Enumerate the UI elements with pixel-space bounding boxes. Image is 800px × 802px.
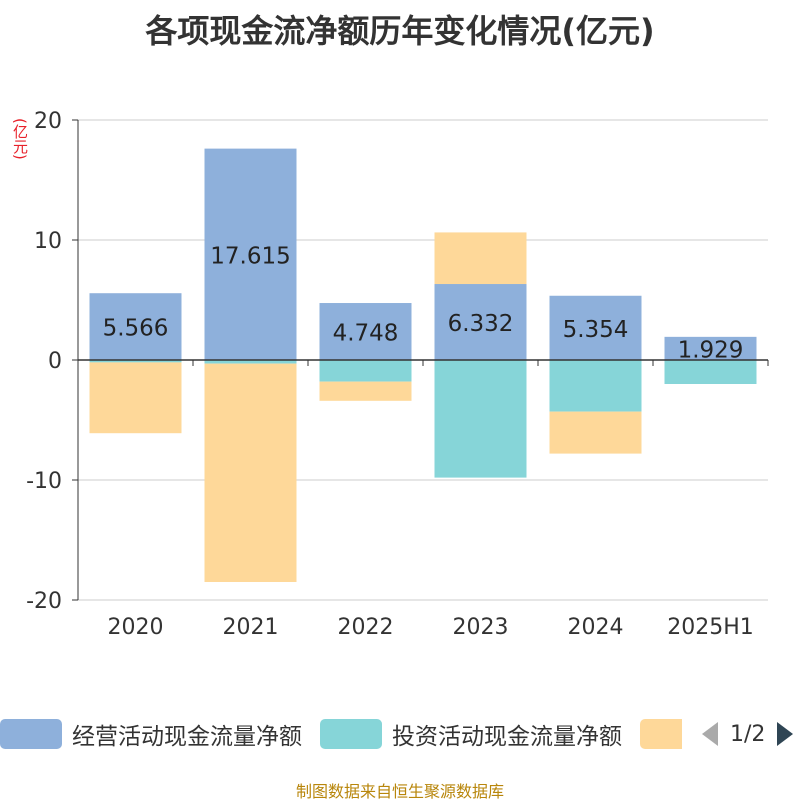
bar-0-2025H1 — [664, 336, 757, 360]
bar-2-2021 — [204, 363, 297, 582]
gridlines — [78, 119, 768, 601]
pager-prev-icon[interactable] — [700, 720, 720, 748]
legend-swatch-financing — [640, 719, 682, 749]
legend-swatch-operating — [0, 719, 62, 749]
bar-1-2021 — [204, 360, 297, 364]
data-labels: 5.566 17.615 4.748 6.332 5.354 1.929 — [103, 243, 744, 363]
x-tick-label-2024: 2024 — [568, 615, 624, 640]
legend-label-investing: 投资活动现金流量净额 — [392, 724, 622, 750]
pager-next-icon[interactable] — [775, 720, 795, 748]
y-tick-label--10: -10 — [26, 469, 62, 494]
legend-pager: 1/2 — [700, 714, 795, 754]
bar-0-2024 — [549, 295, 642, 360]
x-tick-label-2022: 2022 — [338, 615, 394, 640]
y-tick-label-20: 20 — [34, 109, 62, 134]
bar-0-2020 — [89, 293, 182, 360]
y-tick-label-10: 10 — [34, 229, 62, 254]
bars — [89, 148, 757, 582]
data-label-2025H1: 1.929 — [678, 337, 744, 363]
chart-title: 各项现金流净额历年变化情况(亿元) — [145, 12, 655, 50]
x-tick-label-2023: 2023 — [453, 615, 509, 640]
bar-2-2024 — [549, 411, 642, 454]
bar-1-2024 — [549, 360, 642, 412]
x-tick-label-2025H1: 2025H1 — [667, 615, 754, 640]
legend: 经营活动现金流量净额 投资活动现金流量净额 — [0, 714, 800, 754]
legend-swatch-investing — [320, 719, 382, 749]
x-tick-label-2020: 2020 — [108, 615, 164, 640]
bar-1-2022 — [319, 360, 412, 382]
data-label-2020: 5.566 — [103, 316, 169, 342]
legend-item-financing[interactable] — [640, 714, 682, 754]
bar-1-2023 — [434, 360, 527, 478]
data-label-2024: 5.354 — [563, 317, 629, 343]
bar-0-2022 — [319, 303, 412, 360]
bar-1-2020 — [89, 360, 182, 363]
bar-2-2022 — [319, 381, 412, 401]
data-label-2021: 17.615 — [210, 243, 290, 269]
legend-label-operating: 经营活动现金流量净额 — [72, 724, 302, 750]
y-tick-label--20: -20 — [26, 589, 62, 614]
bar-2-2023 — [434, 232, 527, 285]
axes: 20 10 0 -10 -20 2020 2021 2022 2023 2024 2025H1 — [26, 109, 769, 640]
data-label-2022: 4.748 — [333, 321, 399, 347]
y-tick-label-0: 0 — [48, 349, 62, 374]
y-axis-unit-label: (亿元) — [11, 118, 29, 160]
bar-2-2020 — [89, 362, 182, 434]
bar-0-2021 — [204, 148, 297, 360]
bar-1-2025H1 — [664, 360, 757, 384]
x-tick-label-2021: 2021 — [223, 615, 279, 640]
bar-0-2023 — [434, 284, 527, 360]
legend-item-operating[interactable]: 经营活动现金流量净额 — [0, 714, 302, 754]
data-source-note: 制图数据来自恒生聚源数据库 — [295, 782, 504, 801]
legend-item-investing[interactable]: 投资活动现金流量净额 — [320, 714, 622, 754]
pager-page-indicator: 1/2 — [730, 721, 766, 747]
data-label-2023: 6.332 — [448, 311, 514, 337]
